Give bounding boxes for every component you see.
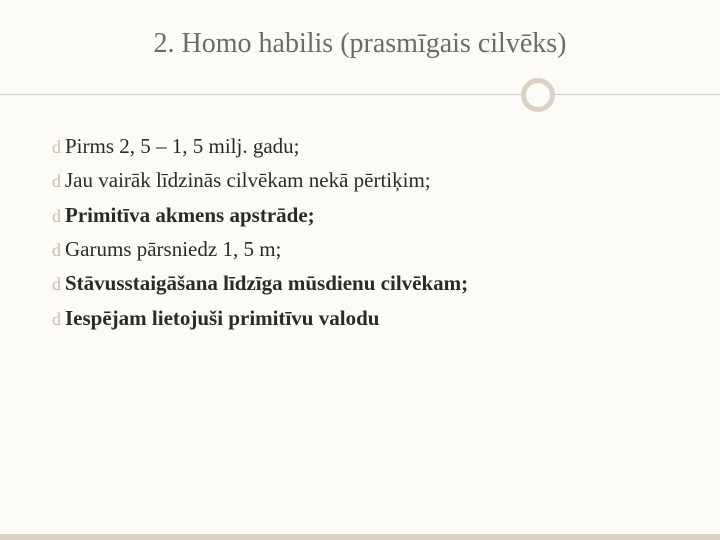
list-item: dPrimitīva akmens apstrāde; [52, 201, 670, 229]
bullet-icon: d [52, 204, 61, 228]
bullet-icon: d [52, 238, 61, 262]
bullet-text: Stāvusstaigāšana līdzīga mūsdienu cilvēk… [65, 269, 468, 297]
list-item: dIespējam lietojuši primitīvu valodu [52, 304, 670, 332]
list-item: dJau vairāk līdzinās cilvēkam nekā pērti… [52, 166, 670, 194]
footer-accent-bar [0, 534, 720, 540]
list-item: dGarums pārsniedz 1, 5 m; [52, 235, 670, 263]
divider-circle-icon [521, 78, 555, 112]
slide-title: 2. Homo habilis (prasmīgais cilvēks) [50, 28, 670, 60]
list-item: dPirms 2, 5 – 1, 5 milj. gadu; [52, 132, 670, 160]
bullet-icon: d [52, 135, 61, 159]
bullet-text: Pirms 2, 5 – 1, 5 milj. gadu; [65, 132, 300, 160]
slide: 2. Homo habilis (prasmīgais cilvēks) dPi… [0, 0, 720, 540]
bullet-text: Primitīva akmens apstrāde; [65, 201, 315, 229]
bullet-text: Garums pārsniedz 1, 5 m; [65, 235, 281, 263]
divider-line [0, 94, 720, 95]
bullet-text: Iespējam lietojuši primitīvu valodu [65, 304, 379, 332]
bullet-icon: d [52, 272, 61, 296]
list-item: dStāvusstaigāšana līdzīga mūsdienu cilvē… [52, 269, 670, 297]
title-divider [50, 74, 670, 114]
bullet-text: Jau vairāk līdzinās cilvēkam nekā pērtiķ… [65, 166, 431, 194]
bullet-list: dPirms 2, 5 – 1, 5 milj. gadu;dJau vairā… [50, 132, 670, 332]
bullet-icon: d [52, 307, 61, 331]
bullet-icon: d [52, 169, 61, 193]
